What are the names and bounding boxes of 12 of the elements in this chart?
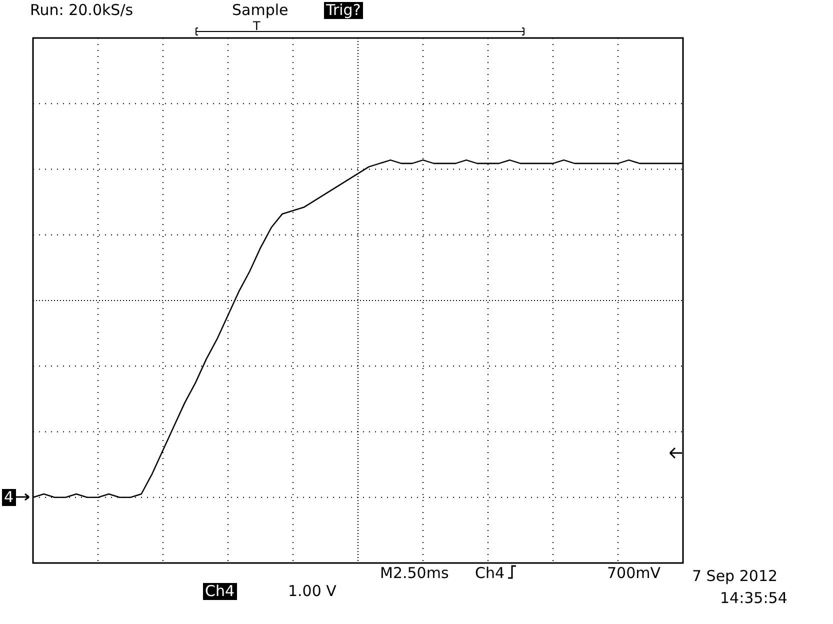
text: 700mV xyxy=(607,564,661,582)
text: 4 xyxy=(2,488,16,506)
text: Ch4 xyxy=(203,582,237,600)
text: Trig? xyxy=(324,1,363,19)
text: 14:35:54 xyxy=(720,589,788,607)
text: 7 Sep 2012 xyxy=(692,567,778,585)
text: 1.00 V xyxy=(288,582,336,600)
text: Sample xyxy=(232,1,288,19)
text: Run: 20.0kS/s xyxy=(30,1,134,19)
text: Ch4 xyxy=(475,564,505,582)
text: T xyxy=(253,18,260,35)
text: M2.50ms xyxy=(380,564,449,582)
